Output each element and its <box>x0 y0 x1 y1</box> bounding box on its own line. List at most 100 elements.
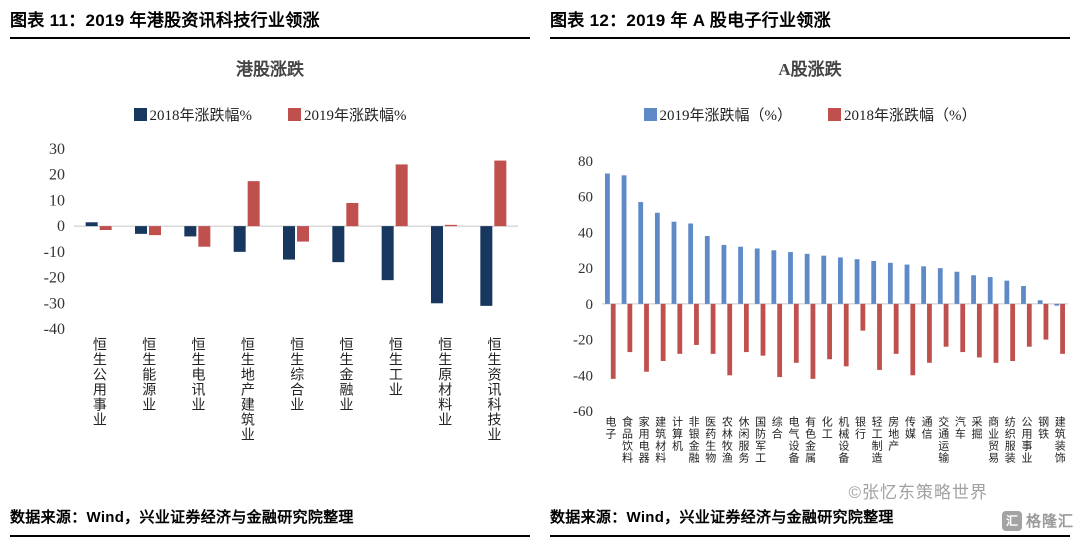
bar-2018年涨跌幅% <box>135 226 147 234</box>
bar-2019年涨跌幅（%） <box>971 275 976 304</box>
ashare-bar-chart: 80 60 40 20 0 -20 -40 -60 电子 食品饮料 家用电器 建筑材料 计算机 非银金融医… <box>540 149 1080 506</box>
category-label: 恒生原材料业 <box>436 337 452 427</box>
y-axis-tick-label: -20 <box>44 270 65 287</box>
y-axis-tick-label: 30 <box>49 141 65 158</box>
bar-2019年涨跌幅（%） <box>704 236 710 304</box>
bar-2018年涨跌幅（%） <box>1026 303 1032 347</box>
category-label: 恒生资讯科技业 <box>485 337 501 442</box>
figure-11-panel: 图表 11：2019 年港股资讯科技行业领涨 港股涨跌 2018年涨跌幅% 20… <box>0 6 540 537</box>
legend-item-2018: 2018年涨跌幅（%） <box>828 104 977 125</box>
bar-2018年涨跌幅（%） <box>860 303 866 331</box>
category-label: 传媒 <box>903 416 916 440</box>
bar-2019年涨跌幅（%） <box>1037 300 1043 304</box>
bar-2018年涨跌幅（%） <box>910 303 916 376</box>
hk-chart-title: 港股涨跌 <box>236 60 304 79</box>
bar-2018年涨跌幅（%） <box>710 303 716 354</box>
figure-12-panel: 图表 12：2019 年 A 股电子行业领涨 A股涨跌 2019年涨跌幅（%） … <box>540 0 1080 537</box>
bar-2019年涨跌幅（%） <box>771 250 777 304</box>
category-label: 恒生地产建筑业 <box>238 337 254 442</box>
bar-2019年涨跌幅% <box>395 164 408 227</box>
bar-2018年涨跌幅（%） <box>943 303 949 347</box>
bar-2018年涨跌幅% <box>85 222 98 227</box>
category-label: 综合 <box>770 416 783 440</box>
bar-2018年涨跌幅（%） <box>627 303 633 353</box>
bar-2018年涨跌幅（%） <box>927 303 932 363</box>
hk-chart-legend: 2018年涨跌幅% 2019年涨跌幅% <box>0 104 540 125</box>
category-label: 公用事业 <box>1019 416 1032 464</box>
y-axis-tick-label: -20 <box>573 333 593 349</box>
bar-2019年涨跌幅（%） <box>937 268 943 304</box>
legend-item-2018: 2018年涨跌幅% <box>133 104 253 125</box>
category-label: 钢铁 <box>1036 416 1049 440</box>
bar-2018年涨跌幅% <box>431 226 443 304</box>
category-label: 恒生工业 <box>386 337 402 397</box>
category-label: 医药生物 <box>703 416 716 464</box>
bar-2018年涨跌幅% <box>283 226 295 260</box>
category-label: 食品饮料 <box>620 416 633 464</box>
bar-2019年涨跌幅（%） <box>838 257 843 304</box>
bar-2019年涨跌幅% <box>247 181 260 227</box>
y-axis-tick-label: 20 <box>49 167 65 184</box>
bar-2019年涨跌幅% <box>149 226 161 236</box>
category-label: 轻工制造 <box>870 416 883 464</box>
bar-2018年涨跌幅（%） <box>760 303 766 356</box>
category-label: 计算机 <box>670 416 683 452</box>
bar-2018年涨跌幅（%） <box>993 303 999 363</box>
bar-2019年涨跌幅（%） <box>854 259 860 304</box>
gelonghui-icon: 汇 <box>1001 510 1022 531</box>
ashare-chart-title: A股涨跌 <box>778 60 842 79</box>
category-label: 商业贸易 <box>986 416 999 464</box>
legend-item-2019: 2019年涨跌幅（%） <box>643 104 792 125</box>
bar-2018年涨跌幅（%） <box>743 303 749 353</box>
bar-2018年涨跌幅% <box>332 226 345 263</box>
bar-2019年涨跌幅（%） <box>904 264 910 304</box>
legend-swatch-2019-icon <box>288 108 301 121</box>
bar-2019年涨跌幅（%） <box>1004 280 1010 304</box>
bar-2018年涨跌幅（%） <box>976 303 982 358</box>
bar-2019年涨跌幅% <box>346 203 359 227</box>
bar-2018年涨跌幅（%） <box>694 303 699 345</box>
category-label: 恒生金融业 <box>337 337 353 412</box>
bar-2019年涨跌幅（%） <box>721 244 727 304</box>
watermark: ©张忆东策略世界 <box>848 483 988 502</box>
bar-2019年涨跌幅（%） <box>887 262 893 304</box>
bar-2018年涨跌幅（%） <box>1043 303 1049 340</box>
legend-label-2018: 2018年涨跌幅% <box>149 108 253 124</box>
figure-12-source: 数据来源：Wind，兴业证券经济与金融研究院整理 <box>550 506 1070 537</box>
bar-2018年涨跌幅（%） <box>810 303 816 379</box>
bar-2019年涨跌幅（%） <box>804 253 810 304</box>
legend-label-2019: 2019年涨跌幅% <box>304 108 407 124</box>
figure-11-title: 图表 11：2019 年港股资讯科技行业领涨 <box>10 6 530 39</box>
y-axis-tick-label: 40 <box>578 225 593 241</box>
category-label: 恒生能源业 <box>140 337 156 412</box>
y-axis-tick-label: -10 <box>44 244 65 261</box>
category-label: 电气设备 <box>786 416 799 464</box>
category-label: 纺织服装 <box>1003 416 1016 464</box>
bar-2018年涨跌幅（%） <box>777 303 783 378</box>
category-label: 农林牧渔 <box>720 416 733 464</box>
bar-2018年涨跌幅（%） <box>1010 303 1016 361</box>
bar-2019年涨跌幅% <box>297 226 309 242</box>
bar-2019年涨跌幅% <box>99 226 112 230</box>
bar-plot-area: 30 20 10 0 -10 -20 -30 -40 <box>44 141 518 335</box>
ashare-chart-legend: 2019年涨跌幅（%） 2018年涨跌幅（%） <box>540 104 1080 125</box>
bar-2019年涨跌幅（%） <box>1054 303 1060 306</box>
bar-2019年涨跌幅（%） <box>921 266 927 304</box>
brand-logo: 汇 格隆汇 <box>1001 510 1074 531</box>
category-label: 非银金融 <box>687 416 700 464</box>
figure-12-title: 图表 12：2019 年 A 股电子行业领涨 <box>550 6 1070 39</box>
bar-2019年涨跌幅（%） <box>738 246 743 304</box>
bar-2018年涨跌幅（%） <box>893 303 899 354</box>
bar-2019年涨跌幅（%） <box>871 261 877 304</box>
bar-2018年涨跌幅（%） <box>843 303 849 367</box>
legend-item-2019: 2019年涨跌幅% <box>288 104 407 125</box>
bar-2019年涨跌幅（%） <box>688 223 694 304</box>
bar-2018年涨跌幅（%） <box>660 303 666 361</box>
y-axis-tick-label: -60 <box>573 404 593 417</box>
bar-2018年涨跌幅% <box>184 226 197 237</box>
category-label: 机械设备 <box>836 416 849 464</box>
y-axis-tick-label: 80 <box>578 154 593 170</box>
category-label: 恒生综合业 <box>288 337 304 412</box>
bar-2018年涨跌幅（%） <box>960 303 966 353</box>
